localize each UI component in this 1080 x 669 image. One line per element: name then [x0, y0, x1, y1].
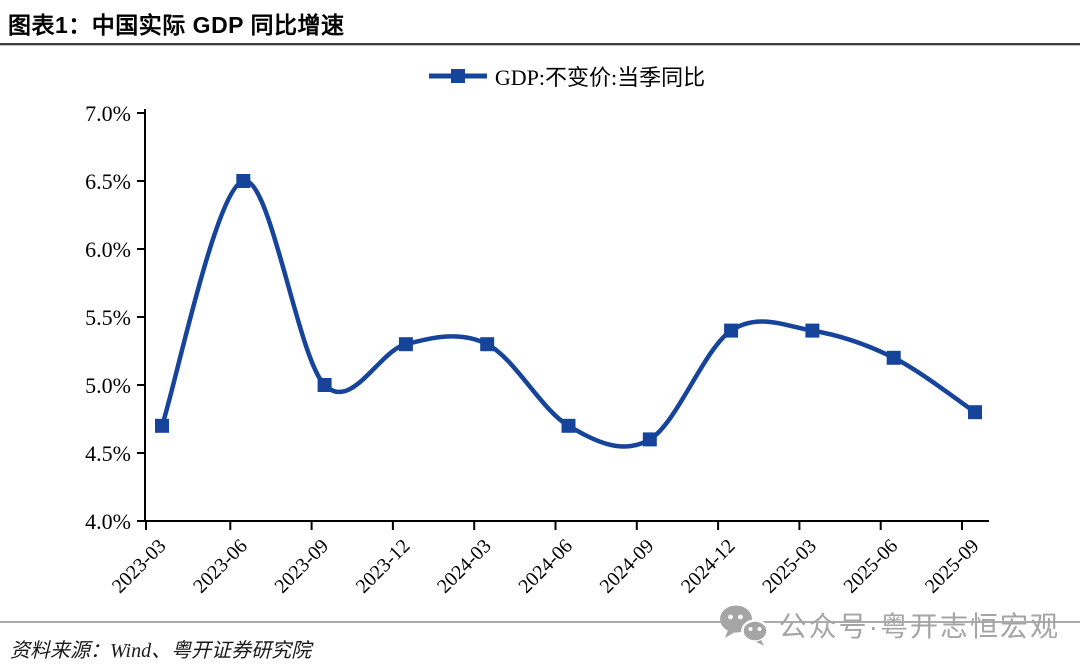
legend-label: GDP:不变价:当季同比: [494, 65, 706, 90]
y-tick-label: 5.0%: [85, 373, 131, 398]
title-divider: [0, 43, 1080, 45]
x-tick-label: 2024-06: [514, 535, 577, 598]
data-point-marker: [805, 323, 820, 338]
x-tick-label: 2023-06: [189, 535, 252, 598]
x-tick-label: 2024-12: [677, 535, 740, 598]
data-point-marker: [317, 378, 332, 392]
bottom-divider: [0, 621, 1080, 623]
data-point-marker: [398, 337, 413, 352]
y-tick-label: 7.0%: [85, 101, 131, 126]
y-tick-label: 4.0%: [85, 509, 131, 534]
data-point-marker: [155, 418, 169, 433]
x-tick-label: 2025-06: [840, 535, 903, 598]
data-point-marker: [724, 323, 739, 338]
watermark: 公众号·粤开志恒宏观: [719, 604, 1060, 646]
x-tick-label: 2024-09: [596, 535, 659, 598]
data-point-marker: [886, 350, 901, 365]
x-tick-label: 2024-03: [433, 535, 496, 598]
y-tick-label: 5.5%: [85, 305, 131, 330]
x-tick-label: 2023-09: [270, 535, 333, 598]
x-tick-label: 2025-03: [758, 535, 821, 598]
wechat-icon: [719, 605, 769, 646]
x-tick-label: 2023-03: [108, 535, 171, 598]
y-tick-label: 4.5%: [85, 441, 131, 466]
gdp-series-line: [159, 178, 978, 449]
legend-line-marker-icon: [428, 69, 487, 83]
data-point-marker: [236, 174, 251, 188]
y-tick-label: 6.5%: [85, 169, 131, 194]
source-note: 资料来源：Wind、粤开证券研究院: [10, 640, 312, 662]
data-point-marker: [561, 418, 576, 433]
chart-title: 图表1：中国实际 GDP 同比增速: [8, 12, 345, 38]
x-tick-label: 2023-12: [352, 535, 415, 598]
data-point-marker: [968, 405, 982, 420]
y-tick-label: 6.0%: [85, 237, 131, 262]
legend: GDP:不变价:当季同比: [145, 60, 989, 92]
data-point-marker: [642, 432, 657, 447]
watermark-text: 公众号·粤开志恒宏观: [778, 611, 1060, 642]
x-tick-label: 2025-09: [921, 535, 984, 598]
data-point-marker: [480, 337, 495, 352]
